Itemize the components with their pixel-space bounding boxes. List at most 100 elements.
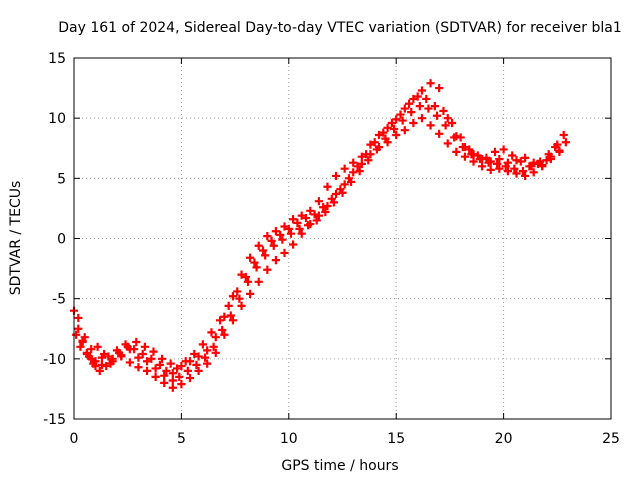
data-point	[246, 253, 255, 262]
data-point	[555, 147, 564, 156]
data-point	[278, 235, 287, 244]
data-point	[87, 345, 96, 354]
data-point	[430, 102, 439, 111]
data-point	[400, 104, 409, 113]
data-point	[276, 230, 285, 239]
data-point	[168, 376, 177, 385]
data-point	[501, 162, 510, 171]
data-point	[207, 328, 216, 337]
data-point	[132, 337, 141, 347]
data-point	[372, 145, 381, 154]
data-point	[166, 359, 175, 368]
data-point	[422, 94, 431, 104]
data-point	[441, 121, 450, 130]
data-point	[218, 325, 227, 335]
data-point	[211, 333, 220, 342]
data-point	[198, 340, 207, 349]
data-point	[157, 354, 167, 363]
data-point	[456, 133, 465, 142]
data-point	[374, 130, 384, 140]
data-point	[228, 292, 238, 301]
data-point	[353, 162, 362, 171]
data-point	[383, 123, 392, 132]
data-point	[415, 102, 424, 111]
data-point	[340, 180, 349, 189]
data-point	[340, 164, 349, 173]
data-point	[175, 372, 184, 381]
data-point	[362, 150, 371, 159]
data-point	[254, 277, 263, 286]
data-point	[284, 224, 293, 233]
data-point	[435, 83, 444, 93]
y-tick-label: 15	[48, 51, 66, 67]
data-point	[357, 152, 366, 161]
data-point	[226, 311, 235, 320]
data-point	[512, 156, 521, 165]
data-point	[142, 366, 152, 375]
data-point	[447, 118, 457, 128]
data-point	[200, 353, 210, 362]
series-track-2	[76, 114, 564, 392]
data-point	[147, 354, 156, 363]
data-point	[125, 358, 134, 367]
y-axis-ticks: -15 -10 -5 0 5 10 15	[43, 51, 611, 428]
data-point	[142, 357, 152, 366]
data-point	[237, 270, 246, 279]
y-tick-label: -10	[43, 352, 66, 368]
data-point	[321, 207, 330, 217]
data-point	[95, 366, 104, 375]
data-point	[233, 287, 242, 296]
data-point	[478, 162, 487, 171]
y-tick-label: 0	[57, 232, 66, 248]
data-point	[117, 351, 126, 360]
data-point	[426, 79, 435, 88]
series-track-3	[72, 92, 568, 373]
data-point	[426, 121, 435, 130]
data-point	[538, 162, 547, 171]
y-axis-label: SDTVAR / TECUs	[8, 181, 24, 296]
data-point	[467, 150, 476, 159]
data-point	[104, 352, 113, 361]
data-point	[518, 167, 528, 176]
data-point	[254, 241, 263, 250]
data-point	[84, 352, 94, 361]
x-tick-label: 15	[387, 431, 405, 447]
y-tick-label: 5	[57, 171, 66, 187]
data-point	[409, 118, 418, 128]
data-point	[301, 213, 311, 223]
data-point	[108, 354, 117, 363]
data-point	[370, 138, 379, 147]
data-point	[469, 157, 478, 166]
data-point	[267, 236, 276, 246]
data-point	[516, 157, 525, 166]
data-point	[241, 272, 250, 282]
data-point	[392, 130, 401, 140]
data-point	[102, 361, 111, 371]
data-point	[97, 360, 107, 369]
data-point	[310, 210, 319, 219]
chart-title: Day 161 of 2024, Sidereal Day-to-day VTE…	[58, 20, 621, 36]
data-point	[74, 324, 83, 333]
data-point	[306, 206, 315, 215]
data-point	[250, 258, 259, 267]
data-point	[173, 364, 182, 373]
data-point	[237, 301, 246, 310]
data-point	[432, 111, 442, 120]
data-point	[475, 154, 485, 164]
data-point	[177, 380, 186, 389]
data-point	[404, 99, 414, 108]
data-point	[286, 229, 296, 238]
data-point	[261, 251, 270, 260]
data-point	[379, 128, 388, 137]
data-point	[413, 92, 422, 101]
data-point	[527, 162, 536, 171]
data-point	[297, 211, 306, 220]
data-point	[458, 142, 467, 152]
data-point	[499, 145, 508, 154]
data-point	[203, 346, 212, 355]
data-point	[78, 337, 87, 347]
data-point	[357, 159, 366, 168]
data-point	[235, 294, 244, 303]
data-point	[106, 359, 115, 368]
x-tick-label: 10	[280, 431, 298, 447]
